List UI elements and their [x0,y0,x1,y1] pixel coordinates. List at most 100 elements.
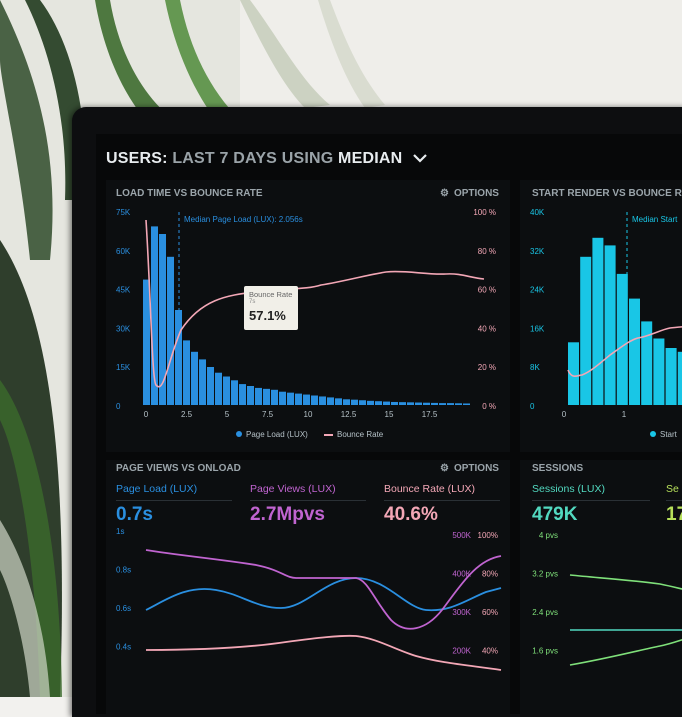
left-axis-tick: 45K [116,286,131,295]
gear-icon: ⚙ [440,188,449,199]
histogram-bar [653,338,665,405]
histogram-bar [279,391,286,405]
left-axis-tick: 60K [116,247,131,256]
histogram-bar [677,351,682,405]
dashboard-screen: USERS: LAST 7 DAYS USING MEDIAN LOAD TIM… [96,134,682,714]
left-axis-tick: 24K [530,286,545,295]
metric-value-page-load: 0.7s [116,504,153,525]
histogram-bar [391,401,398,405]
legend-label: Start [660,430,677,439]
legend-label: Page Load (LUX) [246,430,308,439]
legend-page-load[interactable]: Page Load (LUX) [236,430,308,439]
histogram-bar [629,298,640,405]
histogram-bar [143,279,150,405]
left-axis-tick: 0.8s [116,566,131,575]
x-axis-tick: 0 [562,410,567,419]
median-label: Median Page Load (LUX): 2.056s [184,215,303,224]
right-axis-tick: 80 % [478,247,496,256]
left-axis-tick: 30K [116,324,131,333]
page-load-line [145,577,502,612]
sessions-line-2 [569,638,682,666]
histogram-bar [215,372,222,405]
dashboard-title[interactable]: USERS: LAST 7 DAYS USING MEDIAN [106,150,427,168]
left-axis-tick: 1s [116,527,124,536]
legend-bounce-rate[interactable]: Bounce Rate [324,430,383,439]
left-axis-tick: 4 pvs [539,531,558,540]
panel-title: PAGE VIEWS VS ONLOAD [116,463,241,474]
panel-title: SESSIONS [532,463,584,474]
histogram-bar [447,403,454,405]
right-axis-tick: 60 % [478,286,496,295]
left-axis-tick: 2.4 pvs [532,608,558,617]
histogram-bar [383,401,390,405]
histogram-bar [423,402,430,405]
histogram-bar [199,359,206,405]
legend-start[interactable]: Start [650,430,677,439]
histogram-bar [231,380,238,405]
histogram-bar [616,273,628,405]
histogram-bar [351,399,358,405]
left-axis-tick: 32K [530,247,545,256]
sessions-line [569,574,682,590]
page-views-panel: PAGE VIEWS VS ONLOAD ⚙ OPTIONS Page Load … [106,460,510,714]
histogram-bar [335,398,342,405]
left-axis-tick: 15K [116,363,131,372]
divider [532,500,650,501]
x-axis-tick: 15 [385,410,394,419]
left-axis-tick: 16K [530,324,545,333]
legend-line-icon [324,433,333,436]
right-axis-tick: 60% [482,608,498,617]
x-axis-tick: 12.5 [341,410,357,419]
metric-label-bounce-rate: Bounce Rate (LUX) [384,483,476,495]
title-metric: MEDIAN [338,150,403,167]
metric-label-sessions: Sessions (LUX) [532,483,605,495]
histogram-bar [183,340,190,405]
right-axis-tick: 400K [452,570,471,579]
histogram-bar [295,393,302,405]
divider [250,500,366,501]
divider [666,500,682,501]
histogram-bar [271,389,278,405]
right-axis-tick: 100 % [473,208,496,217]
histogram-bar [415,402,422,405]
gear-icon: ⚙ [440,463,449,474]
tooltip-value: 57.1% [249,308,286,323]
load-time-panel: LOAD TIME VS BOUNCE RATE ⚙ OPTIONS 75K 60K… [106,180,510,452]
right-axis-tick: 80% [482,570,498,579]
histogram-bar [367,400,374,405]
title-prefix: USERS: [106,150,168,167]
right-axis-tick: 100% [478,531,498,540]
tooltip-title: Bounce Rate [249,290,293,299]
x-axis-tick: 10 [304,410,313,419]
bounce-rate-tooltip: Bounce Rate 7s 57.1% [244,286,298,330]
metric-value-bounce-rate: 40.6% [384,504,438,525]
left-axis-tick: 0.6s [116,604,131,613]
metric-value-second: 17 [666,504,682,525]
histogram-bar [239,384,246,405]
legend-dot-icon [650,431,656,437]
histogram-bar [319,396,326,405]
histogram-bar [439,403,446,405]
bounce-rate-line [567,325,682,378]
histogram-bar [151,226,158,405]
options-button[interactable]: ⚙ OPTIONS [440,463,499,474]
legend-dot-icon [236,431,242,437]
tooltip-subtitle: 7s [249,299,256,305]
right-axis-tick: 500K [452,531,471,540]
histogram-bar [303,394,310,405]
right-axis-tick: 200K [452,647,471,656]
histogram-bar [191,351,198,405]
options-button[interactable]: ⚙ OPTIONS [440,188,499,199]
divider [116,500,232,501]
legend-label: Bounce Rate [337,430,384,439]
histogram-bar [311,395,318,405]
histogram-bar [641,321,653,405]
histogram-bar [343,399,350,405]
chevron-down-icon[interactable] [413,150,427,166]
histogram-bar [167,256,174,405]
histogram-bar [455,403,462,405]
page-views-chart: 1s 0.8s 0.6s 0.4s 500K 400K 300K 200K 100% 80% 6… [116,527,502,671]
histogram-bar [287,392,294,405]
metric-value-page-views: 2.7Mpvs [250,504,325,525]
histogram-bar [399,402,406,405]
